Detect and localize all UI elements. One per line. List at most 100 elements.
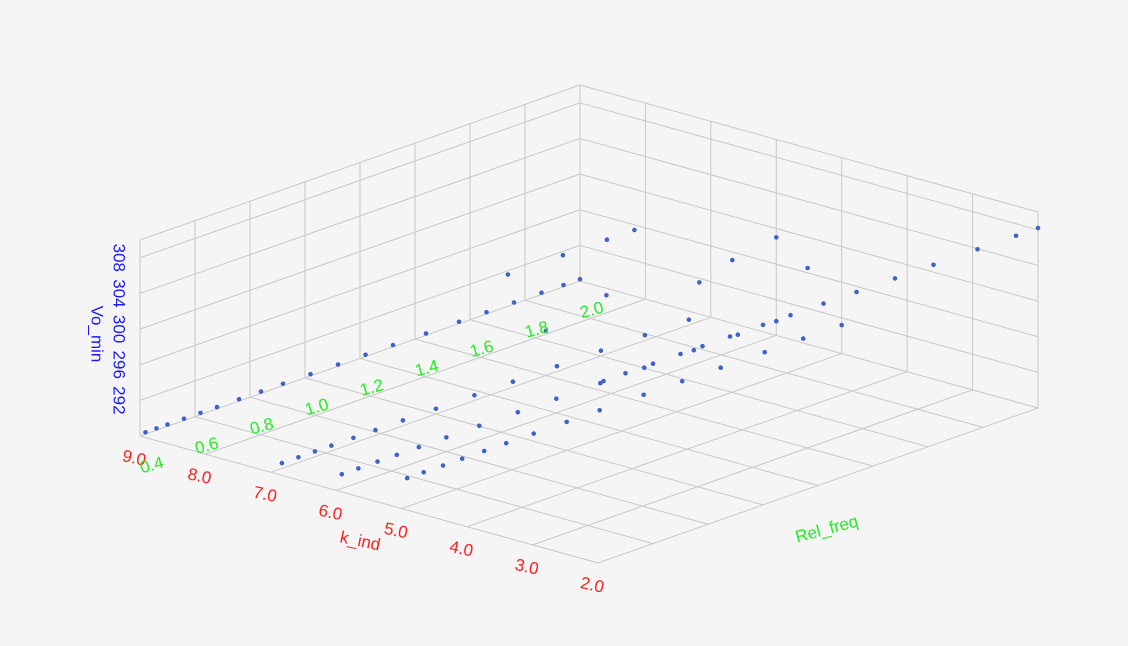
data-point: [363, 352, 368, 358]
data-point: [598, 348, 604, 354]
x-tick-label: 6.0: [317, 501, 344, 524]
data-point: [433, 406, 439, 412]
data-point: [730, 257, 735, 263]
data-point: [335, 362, 341, 367]
data-point: [505, 272, 511, 277]
data-point: [1035, 225, 1041, 231]
data-point: [390, 342, 396, 348]
side-wall-z-gridline: [139, 137, 581, 294]
floor-y-gridline: [249, 396, 709, 525]
y-tick-label: 2.0: [578, 298, 606, 322]
side-wall-z-gridline: [139, 173, 581, 330]
data-point: [604, 237, 610, 242]
x-tick-label: 8.0: [186, 464, 213, 487]
data-point: [400, 418, 406, 423]
data-point: [760, 322, 766, 328]
data-point: [423, 331, 429, 336]
data-point: [312, 449, 318, 454]
x-tick-label: 5.0: [382, 519, 409, 542]
x-tick-label: 4.0: [448, 537, 475, 560]
data-point: [604, 293, 609, 298]
x-tick-label: 2.0: [579, 573, 606, 596]
data-point: [839, 322, 844, 328]
data-point: [456, 319, 462, 325]
data-point: [560, 252, 566, 258]
data-point: [623, 371, 628, 376]
z-tick-label: 292: [110, 386, 129, 414]
z-tick-label: 304: [110, 279, 129, 307]
data-point: [543, 328, 549, 334]
y-axis-title: Rel_freq: [793, 512, 860, 547]
floor-y-gridline: [304, 377, 764, 506]
x-tick-label: 3.0: [513, 555, 540, 578]
data-point: [181, 416, 187, 422]
data-point: [472, 393, 477, 398]
data-point: [800, 336, 806, 341]
floor-grid: [139, 280, 1039, 564]
data-point: [198, 410, 203, 416]
side-wall-grid: [139, 84, 1039, 436]
data-point: [679, 378, 685, 384]
data-point: [459, 456, 465, 462]
data-point: [329, 443, 334, 448]
floor-y-gridline: [524, 299, 984, 428]
data-point: [258, 389, 264, 394]
data-point: [821, 301, 826, 306]
data-point: [308, 371, 313, 377]
data-point: [356, 466, 361, 471]
floor-y-gridline: [194, 416, 654, 545]
data-point: [416, 444, 422, 450]
data-point: [975, 247, 980, 252]
data-point: [280, 381, 286, 387]
data-point: [561, 282, 566, 288]
y-tick-label: 1.6: [468, 337, 496, 361]
x-tick-label: 9.0: [121, 446, 148, 469]
data-point: [931, 262, 936, 268]
data-point: [503, 440, 509, 446]
data-point: [788, 312, 793, 318]
data-point: [697, 280, 702, 285]
data-point: [727, 334, 733, 339]
data-point: [805, 265, 810, 271]
back-wall-z-gridline: [579, 173, 1039, 302]
data-point: [554, 396, 559, 402]
data-point: [774, 235, 779, 240]
data-point: [691, 347, 697, 353]
back-wall-grid: [579, 84, 1039, 408]
z-tick-label: 300: [110, 315, 129, 343]
data-point: [531, 431, 536, 436]
back-wall-z-gridline: [579, 102, 1039, 231]
data-point: [678, 351, 683, 357]
data-point: [154, 426, 159, 431]
data-point: [440, 463, 446, 468]
floor-y-gridline: [139, 435, 599, 564]
data-point: [650, 361, 656, 367]
data-point: [477, 423, 482, 429]
back-wall-top-edge: [579, 84, 1039, 213]
data-point: [373, 427, 378, 433]
data-point: [394, 452, 400, 458]
z-tick-label: 308: [110, 244, 129, 272]
data-point: [597, 408, 602, 413]
data-point: [481, 448, 487, 454]
data-point: [143, 430, 148, 435]
data-point: [351, 435, 356, 441]
data-point: [539, 290, 544, 296]
data-point: [421, 470, 427, 475]
data-point: [642, 332, 648, 338]
data-point: [515, 409, 521, 415]
data-point: [375, 459, 380, 464]
back-wall-z-gridline: [579, 244, 1039, 373]
y-tick-label: 1.8: [523, 317, 551, 341]
data-point: [404, 475, 410, 481]
y-tick-label: 1.4: [413, 356, 441, 380]
data-point: [564, 419, 569, 425]
x-axis-title: k_ind: [338, 527, 382, 554]
data-point: [279, 460, 285, 466]
data-point: [854, 289, 859, 295]
floor-y-gridline: [359, 358, 819, 486]
side-wall-z-gridline: [139, 244, 581, 401]
data-point: [598, 380, 603, 386]
x-tick-label: 7.0: [252, 483, 279, 506]
